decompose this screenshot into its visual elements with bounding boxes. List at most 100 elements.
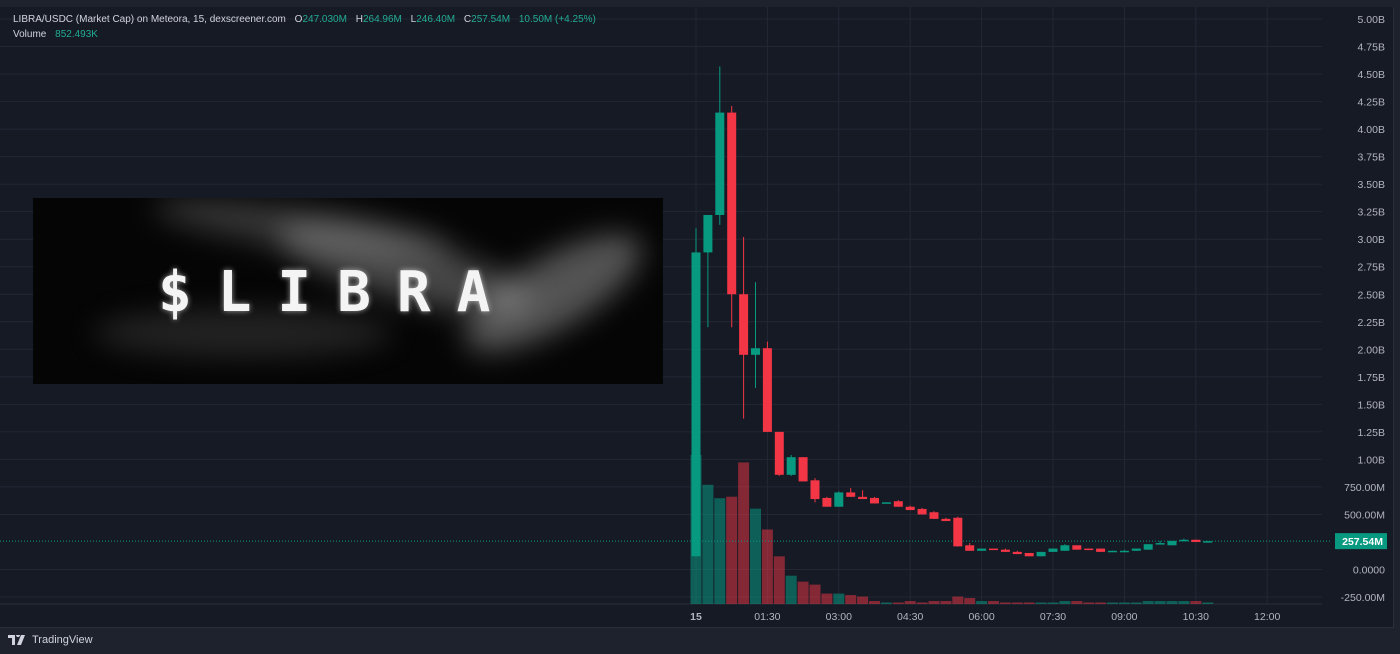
candle-down: [1000, 549, 1010, 552]
candle-up: [751, 348, 760, 355]
price-axis-label: 2.75B: [1358, 262, 1385, 274]
candle-up: [1119, 550, 1129, 553]
volume-bar: [1190, 601, 1202, 604]
close-label: C: [463, 14, 472, 25]
volume-bar: [976, 601, 988, 604]
volume-bar: [761, 529, 773, 604]
candle-up: [1179, 539, 1189, 542]
price-axis-label: 4.00B: [1358, 124, 1385, 136]
volume-bar: [833, 593, 845, 604]
volume-bar: [940, 601, 952, 604]
price-axis-label: 3.50B: [1358, 179, 1385, 191]
candle-up: [1108, 550, 1117, 553]
candle-down: [739, 294, 749, 355]
candle-down: [798, 457, 808, 482]
volume-bar: [797, 581, 809, 604]
volume-bar: [845, 595, 857, 604]
candle-up: [703, 214, 713, 253]
candle-down: [893, 501, 903, 507]
time-axis-label: 15: [690, 611, 702, 623]
candle-down: [965, 545, 975, 551]
price-axis-label: 2.50B: [1358, 289, 1385, 301]
price-axis-label: 5.00B: [1358, 14, 1385, 26]
volume-bar: [952, 596, 964, 604]
volume-bar: [785, 575, 797, 604]
price-axis-label: -250.00M: [1341, 592, 1385, 604]
volume-bar: [857, 596, 869, 604]
candle-up: [1131, 548, 1141, 551]
volume-bar: [880, 602, 892, 605]
price-axis-label: 750.00M: [1344, 482, 1385, 494]
price-axis-label: 1.75B: [1358, 372, 1385, 384]
symbol-title: LIBRA/USDC (Market Cap) on Meteora, 15, …: [13, 14, 286, 25]
volume-bar: [1083, 602, 1095, 605]
close-value: 257.54M: [471, 14, 511, 25]
volume-bar: [916, 602, 928, 605]
time-axis-label: 09:00: [1111, 611, 1137, 623]
candle-down: [870, 497, 879, 504]
candle-up: [786, 457, 796, 475]
volume-bar: [1011, 602, 1023, 605]
volume-bar: [1107, 602, 1118, 605]
candle-up: [1036, 551, 1046, 557]
volume-bar: [726, 496, 738, 604]
volume-bar: [1023, 602, 1035, 605]
tradingview-attribution[interactable]: TradingView: [8, 634, 93, 646]
candle-down: [774, 431, 784, 475]
candle-down: [989, 548, 998, 551]
tradingview-brand: TradingView: [32, 634, 93, 646]
price-axis-label: 3.00B: [1358, 234, 1385, 246]
volume-bar: [1178, 601, 1190, 604]
volume-bar: [1154, 601, 1166, 604]
volume-bar: [1047, 602, 1059, 605]
candle-up: [1048, 548, 1058, 552]
volume-bar: [1071, 601, 1083, 604]
candle-down: [762, 348, 772, 432]
open-value: 247.030M: [302, 14, 347, 25]
tradingview-logo-icon: [8, 635, 25, 645]
price-axis-label: 4.25B: [1358, 97, 1385, 109]
candle-up: [1143, 544, 1153, 550]
volume-bar: [738, 462, 750, 604]
volume-bar: [904, 601, 916, 604]
time-axis-label: 10:30: [1183, 611, 1209, 623]
candle-up: [691, 252, 701, 557]
volume-bar: [1095, 602, 1107, 605]
price-axis-label: 0.0000: [1353, 565, 1385, 577]
volume-bar: [1035, 602, 1047, 605]
volume-value: 852.493K: [55, 29, 98, 40]
candle-down: [905, 506, 915, 511]
price-axis-label: 3.75B: [1358, 152, 1385, 164]
candle-down: [810, 480, 820, 500]
candle-down: [953, 517, 963, 547]
candle-down: [846, 492, 856, 497]
last-price-label: 257.54M: [1342, 536, 1383, 548]
candle-up: [1060, 545, 1070, 551]
libra-logo-text: $LIBRA: [158, 260, 517, 325]
candle-up: [881, 502, 891, 504]
low-label: L: [410, 14, 417, 25]
price-axis-label: 500.00M: [1344, 509, 1385, 521]
chart-legend: LIBRA/USDC (Market Cap) on Meteora, 15, …: [13, 12, 596, 42]
volume-bar: [809, 584, 821, 604]
price-axis-label: 2.25B: [1358, 317, 1385, 329]
candle-down: [917, 508, 927, 515]
candle-down: [1191, 539, 1201, 542]
price-axis-label: 2.00B: [1358, 344, 1385, 356]
volume-bar: [964, 598, 976, 604]
volume-bar: [702, 484, 714, 604]
candle-up: [715, 112, 725, 215]
candle-down: [1072, 545, 1082, 550]
high-value: 264.96M: [362, 14, 402, 25]
time-axis-label: 04:30: [897, 611, 923, 623]
candle-down: [1096, 548, 1106, 552]
volume-bar: [1059, 601, 1071, 604]
price-axis-label: 1.00B: [1358, 454, 1385, 466]
volume-bar: [892, 602, 904, 605]
high-label: H: [355, 14, 363, 25]
candle-down: [822, 497, 832, 507]
volume-bar: [928, 601, 940, 604]
candle-up: [1167, 540, 1177, 546]
candle-down: [1024, 552, 1034, 557]
candle-up: [1203, 541, 1213, 543]
